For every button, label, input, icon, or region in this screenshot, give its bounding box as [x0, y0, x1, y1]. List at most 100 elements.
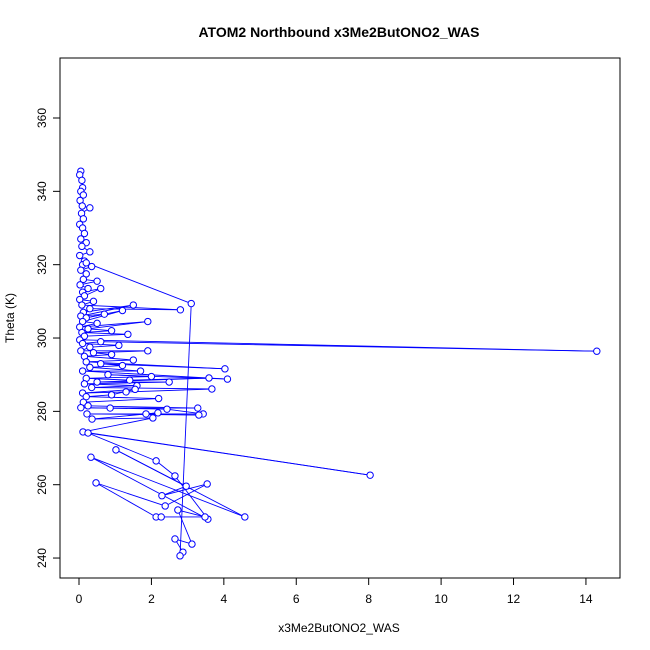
data-point: [165, 378, 173, 386]
data-point: [82, 259, 90, 267]
x-tick-label: 12: [507, 592, 521, 606]
data-point: [89, 348, 98, 357]
series-segment: [97, 377, 210, 383]
data-point: [161, 502, 169, 510]
data-point: [118, 306, 127, 315]
y-tick-label: 260: [35, 474, 49, 494]
data-point: [142, 410, 150, 418]
series-segment: [177, 509, 193, 545]
data-point: [182, 482, 190, 490]
data-point: [87, 262, 96, 271]
data-point: [93, 319, 101, 328]
data-point: [93, 378, 101, 386]
x-tick-label: 6: [293, 592, 300, 606]
data-point: [221, 365, 229, 373]
data-point: [87, 453, 95, 461]
data-point: [152, 457, 160, 465]
data-point: [80, 292, 89, 300]
data-point: [122, 388, 130, 396]
data-point: [86, 343, 94, 351]
x-tick-label: 8: [365, 592, 372, 606]
data-point: [86, 248, 94, 256]
data-point: [84, 284, 92, 293]
series-segment: [87, 432, 157, 462]
x-axis-label: x3Me2ButONO2_WAS: [278, 621, 400, 635]
series-segment: [86, 262, 192, 304]
series-segment: [179, 303, 192, 556]
chart-title: ATOM2 Northbound x3Me2ButONO2_WAS: [198, 24, 479, 40]
y-tick-label: 320: [35, 254, 49, 274]
y-axis: 240 260 280 300 320 340 360: [35, 108, 61, 568]
data-point: [82, 358, 90, 366]
data-point: [84, 402, 92, 410]
series-segment: [87, 321, 148, 330]
series-segment: [82, 417, 153, 433]
data-point: [115, 341, 123, 350]
y-axis-label: Theta (K): [3, 293, 17, 343]
data-point: [79, 275, 88, 284]
data-point: [107, 391, 116, 399]
data-point: [107, 350, 116, 359]
data-point: [187, 299, 195, 308]
series-segment: [80, 304, 134, 317]
data-point: [154, 394, 163, 403]
series-segment: [83, 398, 159, 403]
data-point: [78, 301, 86, 309]
series-segment: [86, 396, 159, 399]
data-point: [88, 415, 96, 423]
data-point: [241, 513, 249, 521]
data-point: [144, 317, 152, 326]
data-point: [176, 306, 185, 314]
data-point: [78, 367, 87, 375]
x-tick-label: 2: [148, 592, 155, 606]
data-point: [174, 506, 182, 514]
series-segment: [161, 483, 208, 497]
data-point: [77, 235, 85, 243]
plot-frame: [59, 57, 621, 579]
series-segment: [90, 456, 246, 518]
series-segment: [107, 374, 152, 377]
series-segment: [80, 407, 167, 410]
data-point: [80, 229, 89, 238]
x-tick-label: 4: [220, 592, 227, 606]
series-segment: [81, 332, 128, 335]
data-point: [201, 513, 209, 521]
series-segment: [84, 355, 134, 361]
data-point: [195, 411, 203, 419]
data-point: [80, 332, 89, 340]
series-segment: [84, 354, 112, 357]
data-point: [171, 472, 179, 480]
data-point: [80, 380, 89, 388]
data-point: [118, 361, 127, 370]
x-tick-label: 14: [579, 592, 593, 606]
series-segment: [115, 449, 187, 487]
data-point: [149, 414, 157, 422]
data-point: [203, 480, 211, 488]
data-point: [97, 359, 105, 368]
data-point: [112, 446, 120, 454]
data-point: [147, 372, 156, 381]
x-tick-label: 10: [434, 592, 448, 606]
y-tick-label: 240: [35, 548, 49, 568]
series-segment: [88, 328, 112, 332]
data-point: [86, 363, 94, 372]
data-point: [78, 176, 86, 185]
data-point: [194, 404, 202, 412]
series-segment: [89, 365, 123, 368]
data-point: [125, 376, 134, 384]
data-point: [89, 297, 98, 306]
data-point: [129, 356, 138, 364]
data-point: [176, 552, 184, 560]
data-point: [83, 410, 91, 418]
data-point: [92, 479, 100, 487]
data-point: [366, 471, 374, 479]
data-point: [136, 367, 145, 375]
data-point: [86, 304, 94, 313]
data-point: [78, 339, 87, 348]
data-point: [79, 191, 88, 199]
data-point: [208, 385, 216, 393]
data-point: [171, 535, 179, 543]
data-point: [100, 310, 109, 318]
x-axis: 0 2 4 6 8 10 12 14: [76, 577, 593, 606]
